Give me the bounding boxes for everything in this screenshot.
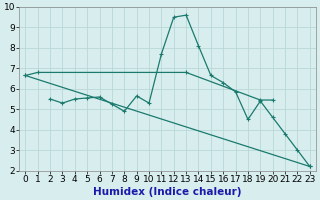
X-axis label: Humidex (Indice chaleur): Humidex (Indice chaleur) (93, 187, 242, 197)
